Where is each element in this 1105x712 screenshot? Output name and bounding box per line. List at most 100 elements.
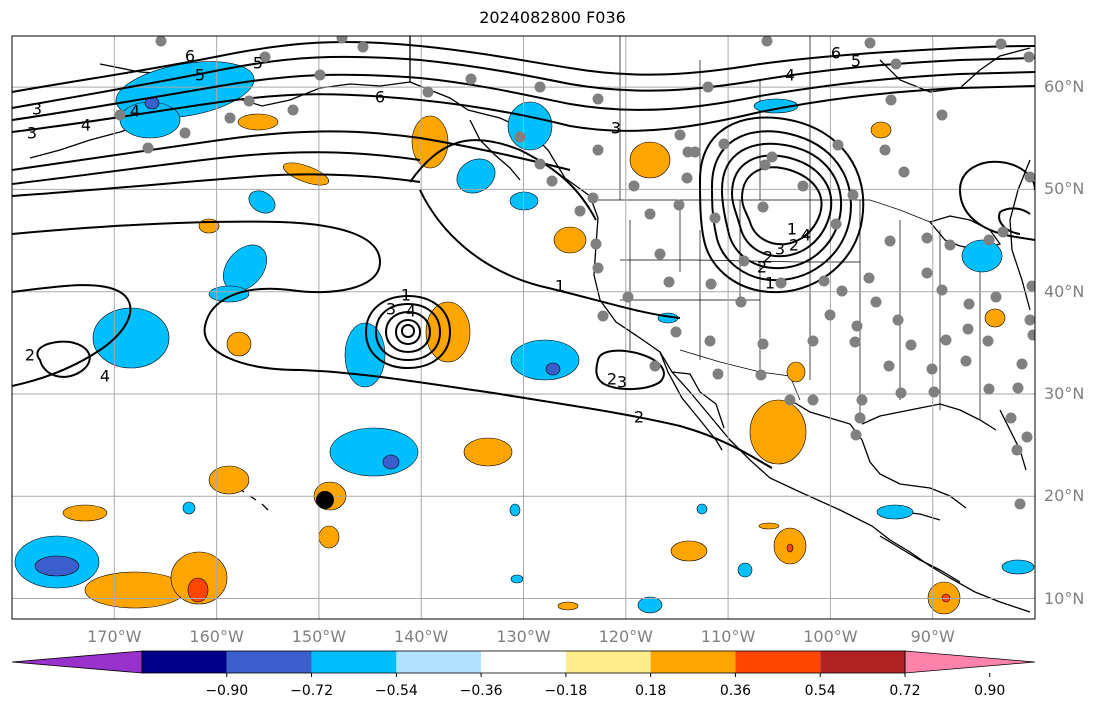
latitude-label: 30°N — [1044, 383, 1085, 403]
colorbar-tick-label: −0.54 — [374, 683, 418, 699]
station-dot — [644, 208, 656, 220]
station-dot — [807, 335, 819, 347]
station-dot — [718, 138, 730, 150]
station-dot — [784, 394, 796, 406]
station-dot — [921, 232, 933, 244]
contour-east-ne — [959, 160, 1035, 241]
station-dot — [705, 278, 717, 290]
station-dot — [422, 86, 434, 98]
station-dot — [1024, 171, 1035, 183]
station-dot — [898, 166, 910, 178]
latitude-label: 50°N — [1044, 179, 1085, 199]
station-dot — [847, 189, 859, 201]
colorbar-tick-label: 0.90 — [974, 683, 1006, 699]
colorbar-tick-label: 0.36 — [719, 683, 752, 699]
station-dot — [895, 387, 907, 399]
station-dot — [890, 58, 902, 70]
anomaly-region — [34, 555, 80, 577]
station-dot — [879, 144, 891, 156]
station-dot — [990, 291, 1002, 303]
contour-loop-central — [419, 189, 681, 319]
contour-value-label: 3 — [27, 124, 37, 143]
station-dot — [1027, 329, 1035, 341]
station-dot — [314, 69, 326, 81]
station-dot — [864, 37, 876, 49]
anomaly-region — [509, 503, 521, 517]
contour-value-label: 6 — [375, 88, 385, 107]
station-dot — [597, 310, 609, 322]
anomaly-region — [182, 501, 196, 515]
anomaly-region — [344, 322, 386, 388]
gridlines — [12, 36, 1035, 619]
colorbar-swatch — [565, 651, 651, 673]
contour-value-label: 5 — [253, 54, 263, 73]
station-dot — [649, 360, 661, 372]
station-dot — [224, 112, 236, 124]
station-dot — [1021, 431, 1033, 443]
contour-sw-ridge — [409, 139, 597, 221]
colorbar-outline — [141, 650, 906, 674]
station-dot — [287, 104, 299, 116]
contour-east-ne-2 — [998, 207, 1031, 235]
anomaly-region — [961, 239, 1003, 273]
contour-value-label: 3 — [386, 300, 396, 319]
contour-ring-west-1 — [12, 220, 773, 469]
station-dot — [761, 36, 773, 47]
station-dot — [905, 339, 917, 351]
anomaly-region — [941, 593, 951, 603]
station-dot — [1012, 382, 1024, 394]
station-markers — [114, 36, 1035, 510]
anomaly-region — [463, 437, 513, 467]
contour-jet-7 — [12, 173, 421, 197]
station-dot — [983, 383, 995, 395]
station-dot — [592, 262, 604, 274]
latitude-label: 40°N — [1044, 281, 1085, 301]
contour-value-label: 3 — [32, 100, 42, 119]
contour-value-label: 3 — [775, 240, 785, 259]
map-frame — [11, 35, 1036, 620]
station-dot — [1005, 412, 1017, 424]
station-dot — [712, 368, 724, 380]
contour-value-label: 4 — [406, 302, 416, 321]
north-america-coast — [409, 36, 1031, 613]
station-dot — [757, 201, 769, 213]
contour-value-label: 6 — [185, 47, 195, 66]
contour-value-label: 1 — [787, 220, 797, 239]
station-dot — [885, 94, 897, 106]
contour-value-label: 4 — [785, 66, 795, 85]
colorbar-swatch — [735, 651, 821, 673]
station-dot — [155, 36, 167, 47]
station-dot — [884, 235, 896, 247]
anomaly-region — [329, 427, 419, 477]
anomaly-region — [737, 562, 753, 578]
station-dot — [735, 296, 747, 308]
central-america — [879, 535, 961, 583]
contour-value-label: 2 — [763, 248, 773, 267]
latitude-label: 20°N — [1044, 486, 1085, 506]
latitude-label: 60°N — [1044, 77, 1085, 97]
contour-low-center-2 — [374, 302, 442, 362]
longitude-label: 110°W — [700, 627, 756, 646]
station-dot — [702, 81, 714, 93]
contour-jet-5 — [12, 130, 571, 171]
station-dot — [962, 323, 974, 335]
station-dot — [1026, 280, 1035, 292]
baja-california — [659, 351, 725, 451]
station-dot — [1023, 51, 1035, 63]
station-dot — [1014, 498, 1026, 510]
canada-province-lines — [619, 36, 811, 200]
station-dot — [960, 355, 972, 367]
station-dot — [357, 41, 369, 53]
station-dot — [926, 363, 938, 375]
anomaly-region — [62, 504, 108, 522]
anomaly-region — [382, 454, 400, 470]
anomaly-region — [637, 596, 663, 614]
colorbar-swatch — [226, 651, 312, 673]
contour-value-label: 4 — [130, 102, 140, 121]
contour-value-label: 3 — [611, 119, 621, 138]
station-dot — [963, 298, 975, 310]
anomaly-region — [749, 399, 807, 465]
anomaly-region — [456, 158, 496, 194]
anomaly-region — [510, 339, 580, 381]
